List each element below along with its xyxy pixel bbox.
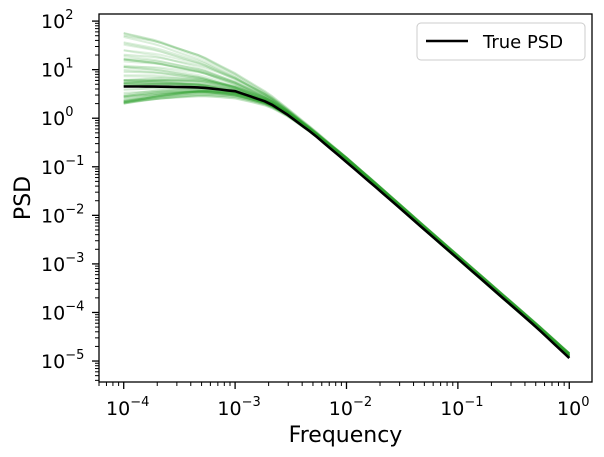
legend: True PSD [416,22,586,61]
x-axis-label: Frequency [289,423,403,448]
sample-line [123,60,570,356]
sample-line [123,79,570,355]
sample-line [123,90,570,355]
sample-line [123,78,570,356]
sample-line [123,75,570,357]
sample-line [123,93,570,357]
sample-line [123,82,570,356]
sample-line [123,65,570,358]
y-tick-label: 10−5 [41,348,84,373]
y-tick-label: 10−1 [41,154,84,179]
sample-line [123,90,570,354]
sample-line [123,68,570,358]
sample-line [123,84,570,357]
x-tick-label: 100 [557,395,589,420]
sample-line [123,91,570,357]
legend-label-true-psd: True PSD [482,32,563,53]
sample-line [123,81,570,357]
x-tick-label: 10−2 [329,395,372,420]
posterior-sample-lines [123,32,570,358]
sample-line [123,83,570,356]
sample-line [123,91,570,355]
sample-line [123,82,570,358]
y-tick-label: 10−4 [41,299,84,324]
sample-line [123,88,570,356]
sample-line [123,58,570,357]
sample-line [123,78,570,357]
sample-line [123,94,570,357]
y-axis-ticks: 10−5 10−4 10−3 10−2 10−1 100 101 102 [41,8,99,381]
y-tick-label: 10−3 [41,251,84,276]
x-tick-label: 10−4 [106,395,149,420]
y-tick-label: 101 [41,57,73,82]
sample-line [123,49,570,355]
sample-line [123,65,570,355]
series-line-true-psd [123,85,571,360]
y-tick-label: 100 [41,105,73,130]
sample-line [123,82,570,357]
sample-line [123,87,570,358]
sample-line [123,89,570,355]
sample-line [123,95,570,358]
sample-line [123,76,570,355]
sample-line [123,95,570,358]
sample-line [123,79,570,354]
sample-line [123,90,570,357]
sample-line [123,74,570,356]
y-tick-label: 102 [41,8,73,33]
x-tick-label: 10−1 [440,395,483,420]
sample-line [123,79,570,358]
sample-line [123,57,570,356]
y-tick-label: 10−2 [41,202,84,227]
sample-line [123,55,570,357]
sample-line [123,90,570,355]
sample-line [123,79,570,358]
sample-line [123,86,570,355]
sample-line [123,70,570,357]
sample-line [123,93,570,358]
y-axis-label: PSD [11,176,36,220]
sample-line [123,87,570,355]
x-tick-label: 10−3 [217,395,260,420]
sample-line [123,89,570,357]
sample-line [123,66,570,358]
legend-box [416,22,586,61]
sample-line [123,83,570,358]
sample-line [123,92,570,357]
sample-line [123,92,570,356]
sample-line [123,53,570,355]
sample-line [123,58,570,357]
sample-line [123,89,570,355]
sample-line [123,64,570,357]
sample-line [123,90,570,357]
sample-line [123,32,570,356]
true-psd-series [123,85,571,360]
sample-line [123,81,570,358]
x-axis-ticks: 10−4 10−3 10−2 10−1 100 [98,382,589,420]
sample-line [123,34,570,355]
sample-line [123,90,570,358]
axes-frame [98,13,593,383]
